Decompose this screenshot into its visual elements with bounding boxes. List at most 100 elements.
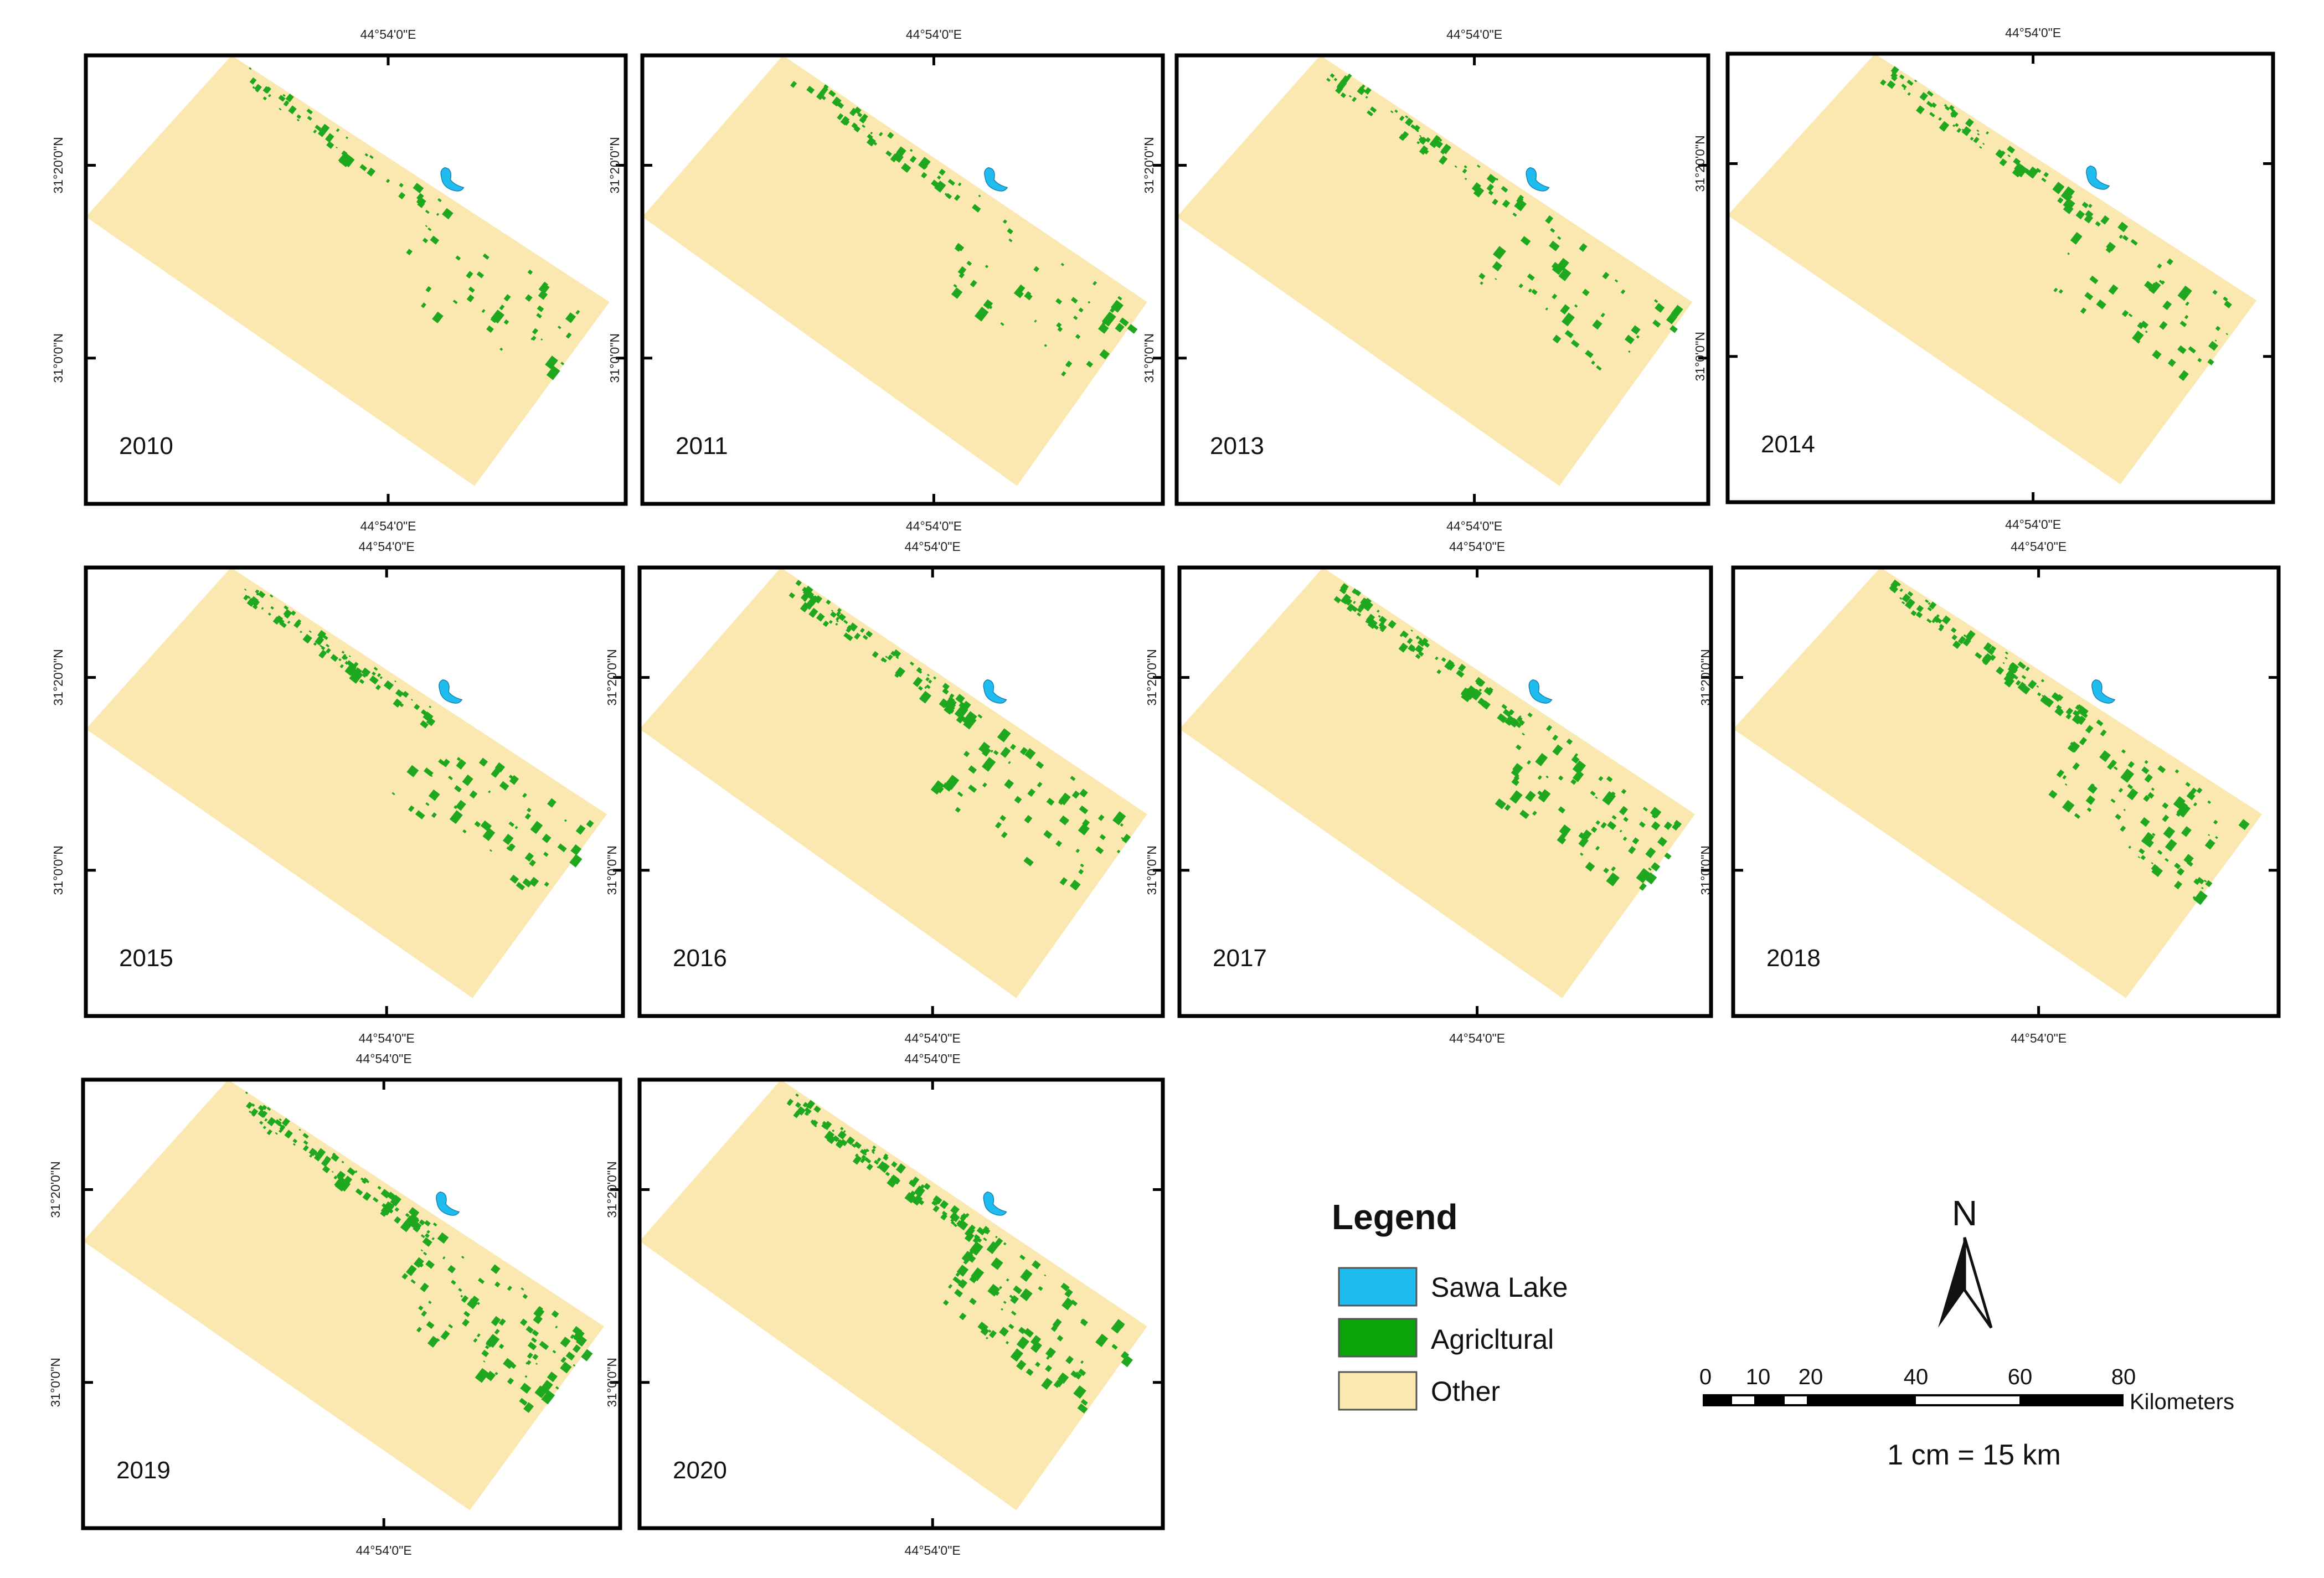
lon-label-top: 44°54'0"E xyxy=(1446,27,1502,42)
map-panel-2018: 44°54'0"E 44°54'0"E 31°20'0"N 31°0'0"N 2018 xyxy=(1698,539,2281,1045)
year-label: 2018 xyxy=(1766,945,1821,972)
lat-label-south: 31°0'0"N xyxy=(1693,332,1707,381)
agricultural-areas xyxy=(1889,579,2250,905)
lon-label-top: 44°54'0"E xyxy=(2005,25,2061,40)
map-panel-2010: 44°54'0"E 44°54'0"E 31°20'0"N 31°0'0"N 2010 xyxy=(51,27,628,533)
lat-label-north: 31°20'0"N xyxy=(607,137,622,193)
lon-label-bottom: 44°54'0"E xyxy=(359,1031,415,1045)
sawa-lake xyxy=(1526,167,1550,192)
agricultural-areas xyxy=(1880,66,2232,381)
panel-frame xyxy=(637,1077,1165,1530)
agricultural-areas xyxy=(243,588,594,891)
lat-label-south: 31°0'0"N xyxy=(1698,845,1713,895)
scale-tick-0: 0 xyxy=(1699,1365,1712,1389)
lon-label-top: 44°54'0"E xyxy=(1449,539,1505,554)
lon-label-top: 44°54'0"E xyxy=(905,1051,961,1066)
year-label: 2014 xyxy=(1761,431,1815,458)
lat-label-north: 31°20'0"N xyxy=(1145,649,1159,705)
lat-label-north: 31°20'0"N xyxy=(1693,135,1707,192)
lat-label-north: 31°20'0"N xyxy=(605,649,619,705)
sawa-lake xyxy=(439,679,463,704)
lat-label-north: 31°20'0"N xyxy=(605,1161,619,1218)
scale-bar-segment-light-2 xyxy=(1785,1396,1807,1404)
study-area xyxy=(1728,54,2257,484)
panel-frame xyxy=(640,53,1165,506)
year-label: 2010 xyxy=(119,432,173,460)
sawa-lake xyxy=(983,1191,1007,1216)
legend-swatch-agricultural xyxy=(1338,1318,1418,1358)
lon-label-bottom: 44°54'0"E xyxy=(1446,519,1502,533)
legend-title: Legend xyxy=(1332,1197,1458,1237)
lon-label-bottom: 44°54'0"E xyxy=(906,519,962,533)
sawa-lake xyxy=(2086,165,2110,190)
panel-frame xyxy=(1177,565,1713,1018)
legend-label-agricultural: Agricltural xyxy=(1431,1324,1554,1355)
lat-label-north: 31°20'0"N xyxy=(51,649,65,705)
year-label: 2016 xyxy=(673,945,727,972)
panel-frame xyxy=(84,53,628,506)
map-panel-2013: 44°54'0"E 44°54'0"E 31°20'0"N 31°0'0"N 2013 xyxy=(1142,27,1710,533)
lat-label-south: 31°0'0"N xyxy=(605,1358,619,1407)
panel-frame xyxy=(81,1077,622,1530)
legend-swatch-other xyxy=(1338,1371,1418,1411)
sawa-lake xyxy=(983,679,1007,704)
study-area xyxy=(640,1080,1147,1510)
panel-frame xyxy=(1174,53,1710,506)
scale-bar-segment-light-1 xyxy=(1732,1396,1754,1404)
map-panel-2015: 44°54'0"E 44°54'0"E 31°20'0"N 31°0'0"N 2015 xyxy=(51,539,625,1045)
lon-label-top: 44°54'0"E xyxy=(906,27,962,42)
legend-label-other: Other xyxy=(1431,1376,1500,1407)
lon-label-top: 44°54'0"E xyxy=(360,27,416,42)
agricultural-areas xyxy=(790,81,1138,377)
study-area xyxy=(1179,568,1696,998)
map-panels: 44°54'0"E44°54'0"E31°20'0"N31°0'0"N20104… xyxy=(48,25,2281,1558)
panel-frame xyxy=(1731,565,2281,1018)
scale-tick-20: 20 xyxy=(1799,1365,1823,1389)
lon-label-top: 44°54'0"E xyxy=(905,539,961,554)
lon-label-top: 44°54'0"E xyxy=(359,539,415,554)
scale-tick-40: 40 xyxy=(1904,1365,1929,1389)
lat-label-north: 31°20'0"N xyxy=(51,137,65,193)
agricultural-areas xyxy=(1326,73,1683,371)
legend: Legend Sawa Lake Agricltural Other xyxy=(1332,1197,1568,1411)
map-panel-2014: 44°54'0"E 44°54'0"E 31°20'0"N 31°0'0"N 2014 xyxy=(1693,25,2275,532)
scale-tick-10: 10 xyxy=(1746,1365,1771,1389)
lat-label-south: 31°0'0"N xyxy=(1142,333,1156,383)
scale-tick-60: 60 xyxy=(2008,1365,2033,1389)
lat-label-south: 31°0'0"N xyxy=(51,845,65,895)
lon-label-bottom: 44°54'0"E xyxy=(2011,1031,2067,1045)
lat-label-south: 31°0'0"N xyxy=(51,333,65,383)
lat-label-north: 31°20'0"N xyxy=(48,1161,63,1218)
agricultural-areas xyxy=(786,1093,1133,1414)
scale-bar-segment-light-3 xyxy=(1916,1396,2019,1404)
scale-bar-outline xyxy=(1703,1394,2124,1406)
panel-frame xyxy=(637,565,1165,1018)
sawa-lake xyxy=(2091,679,2116,704)
year-label: 2013 xyxy=(1210,432,1264,460)
scale-tick-80: 80 xyxy=(2111,1365,2136,1389)
panel-frame xyxy=(1725,51,2275,504)
year-label: 2020 xyxy=(673,1457,727,1484)
lat-label-south: 31°0'0"N xyxy=(607,333,622,383)
scale-ratio: 1 cm = 15 km xyxy=(1887,1439,2061,1471)
year-label: 2011 xyxy=(676,432,728,460)
sawa-lake xyxy=(984,167,1008,192)
year-label: 2017 xyxy=(1213,945,1267,972)
study-area xyxy=(1733,568,2263,998)
lon-label-top: 44°54'0"E xyxy=(2011,539,2067,554)
north-arrow: N xyxy=(1938,1193,1993,1329)
study-area xyxy=(640,568,1147,998)
lon-label-bottom: 44°54'0"E xyxy=(1449,1031,1505,1045)
map-panel-2011: 44°54'0"E 44°54'0"E 31°20'0"N 31°0'0"N 2011 xyxy=(607,27,1165,533)
lon-label-bottom: 44°54'0"E xyxy=(356,1543,412,1558)
north-arrow-left-half xyxy=(1938,1237,1965,1328)
sawa-lake xyxy=(436,1191,460,1216)
year-label: 2019 xyxy=(116,1457,171,1484)
lat-label-north: 31°20'0"N xyxy=(1142,137,1156,193)
north-arrow-right-half xyxy=(1963,1237,1993,1329)
agricultural-areas xyxy=(249,67,580,380)
lon-label-bottom: 44°54'0"E xyxy=(360,519,416,533)
study-area xyxy=(642,55,1147,486)
agricultural-areas xyxy=(245,1091,593,1413)
